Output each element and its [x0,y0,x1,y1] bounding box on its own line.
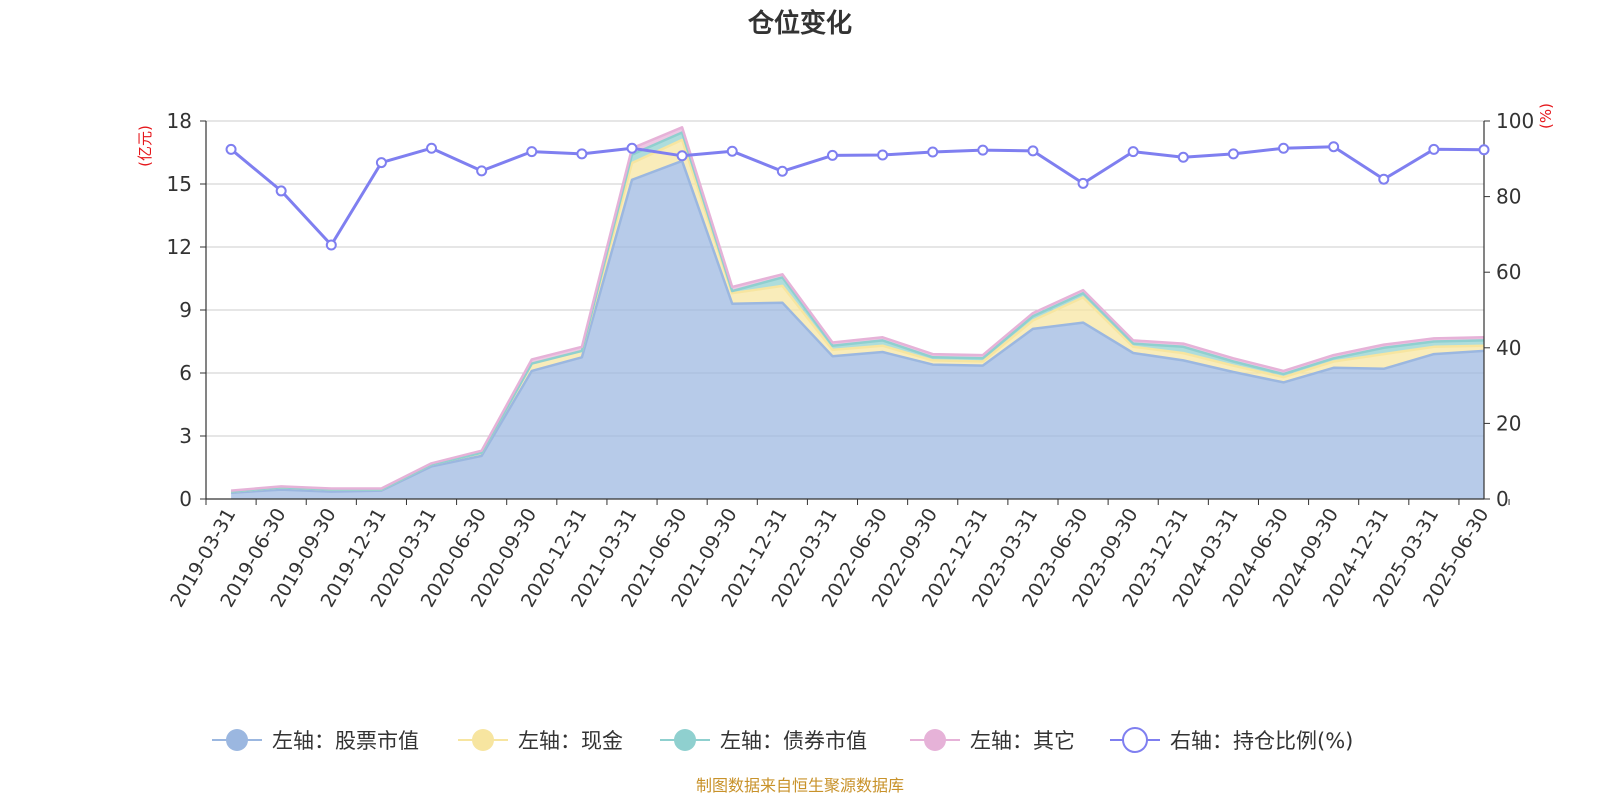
ratio-point [526,146,538,158]
right-tick-label: 20 [1496,411,1521,435]
ratio-point [1428,143,1440,155]
legend-label: 右轴：持仓比例(%) [1170,729,1353,753]
legend[interactable]: 左轴：股票市值 左轴：现金 左轴：债券市值 左轴：其它 右轴：持仓比例(%) [212,727,1353,753]
left-tick-label: 15 [167,172,192,196]
legend-label: 左轴：其它 [970,729,1075,753]
ratio-point [1328,141,1340,153]
right-tick-label: 40 [1496,336,1521,360]
legend-item[interactable]: 左轴：股票市值 [212,729,419,753]
left-tick-label: 9 [179,298,192,322]
left-tick-label: 18 [167,109,192,133]
legend-marker [472,729,494,751]
legend-item[interactable]: 左轴：现金 [458,729,623,753]
legend-label: 左轴：债券市值 [720,729,867,753]
area-series [230,126,1485,499]
right-tick-label: 100 [1496,109,1534,133]
legend-item[interactable]: 左轴：其它 [910,729,1075,753]
area-line-左轴：其它 [230,126,1485,492]
legend-marker [226,729,248,751]
left-axis-unit: (亿元) [136,125,154,167]
ratio-point [476,165,488,177]
legend-marker [674,729,696,751]
left-tick-label: 0 [179,487,192,511]
ratio-point [1127,146,1139,158]
ratio-point [927,146,939,158]
ratio-point [877,149,889,161]
ratio-point [275,185,287,197]
legend-item[interactable]: 右轴：持仓比例(%) [1110,727,1353,753]
legend-item[interactable]: 左轴：债券市值 [660,729,867,753]
ratio-point [1227,148,1239,160]
ratio-point [1027,145,1039,157]
ratio-line [230,145,1485,247]
ratio-point [426,142,438,154]
left-tick-label: 12 [167,235,192,259]
legend-label: 左轴：现金 [518,729,623,753]
left-tick-label: 3 [179,424,192,448]
data-source-note: 制图数据来自恒生聚源数据库 [696,776,904,795]
ratio-point [776,165,788,177]
legend-label: 左轴：股票市值 [272,729,419,753]
area-band-左轴：股票市值 [231,160,1485,499]
ratio-point [1478,144,1490,156]
ratio-point [1378,173,1390,185]
ratio-point [1177,151,1189,163]
right-tick-label: 0 [1496,487,1509,511]
right-tick-label: 80 [1496,185,1521,209]
ratio-point [325,239,337,251]
right-tick-label: 60 [1496,260,1521,284]
ratio-point [1077,177,1089,189]
ratio-point [826,149,838,161]
ratio-point [726,145,738,157]
left-tick-label: 6 [179,361,192,385]
ratio-line-series [225,141,1490,251]
ratio-point [626,142,638,154]
ratio-point [375,157,387,169]
chart-title: 仓位变化 [747,8,852,39]
ratio-point [977,144,989,156]
ratio-point [1278,142,1290,154]
area-line-左轴：股票市值 [231,159,1485,494]
ratio-point [225,143,237,155]
legend-marker [1122,727,1148,753]
ratio-point [576,148,588,160]
right-axis-unit: (%) [1537,103,1555,129]
ratio-point [676,150,688,162]
legend-marker [924,729,946,751]
